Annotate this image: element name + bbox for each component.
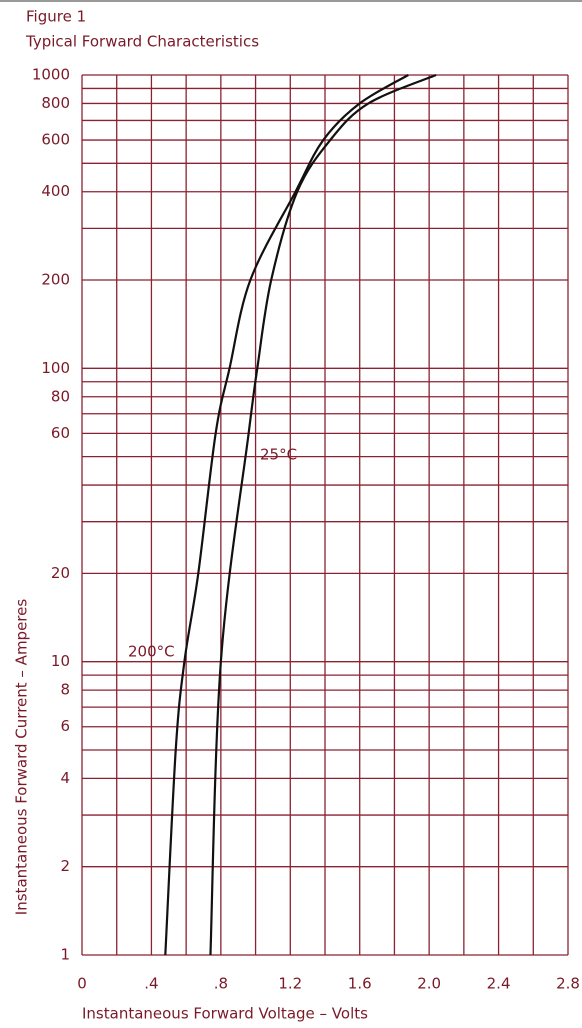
y-tick-label: 1000 bbox=[32, 66, 70, 84]
x-tick-label: 2.0 bbox=[417, 975, 441, 993]
y-tick-label: 80 bbox=[51, 387, 70, 405]
series-label: 200°C bbox=[128, 643, 175, 661]
x-tick-label: 2.4 bbox=[487, 975, 511, 993]
y-tick-label: 8 bbox=[60, 681, 70, 699]
chart-title: Figure 1 bbox=[26, 8, 86, 26]
y-tick-label: 100 bbox=[41, 359, 70, 377]
y-tick-label: 4 bbox=[60, 769, 70, 787]
x-axis-title: Instantaneous Forward Voltage – Volts bbox=[82, 1005, 368, 1023]
x-tick-label: 1.6 bbox=[348, 975, 372, 993]
line-series bbox=[209, 73, 437, 956]
y-tick-label: 800 bbox=[41, 94, 70, 112]
y-tick-label: 60 bbox=[51, 424, 70, 442]
y-tick-label: 2 bbox=[60, 857, 70, 875]
series-label: 25°C bbox=[260, 446, 297, 464]
line-series bbox=[164, 74, 409, 956]
y-tick-label: 600 bbox=[41, 131, 70, 149]
x-tick-label: 0 bbox=[77, 975, 87, 993]
y-axis-title: Instantaneous Forward Current – Amperes bbox=[13, 599, 31, 916]
y-tick-label: 6 bbox=[60, 717, 70, 735]
x-tick-label: 1.2 bbox=[278, 975, 302, 993]
x-tick-label: .4 bbox=[144, 975, 158, 993]
x-tick-label: .8 bbox=[214, 975, 228, 993]
chart-subtitle: Typical Forward Characteristics bbox=[25, 33, 259, 51]
y-tick-label: 10 bbox=[51, 652, 70, 670]
y-tick-label: 200 bbox=[41, 271, 70, 289]
y-tick-label: 20 bbox=[51, 564, 70, 582]
y-tick-label: 400 bbox=[41, 182, 70, 200]
y-tick-label: 1 bbox=[60, 946, 70, 964]
x-tick-label: 2.8 bbox=[556, 975, 580, 993]
